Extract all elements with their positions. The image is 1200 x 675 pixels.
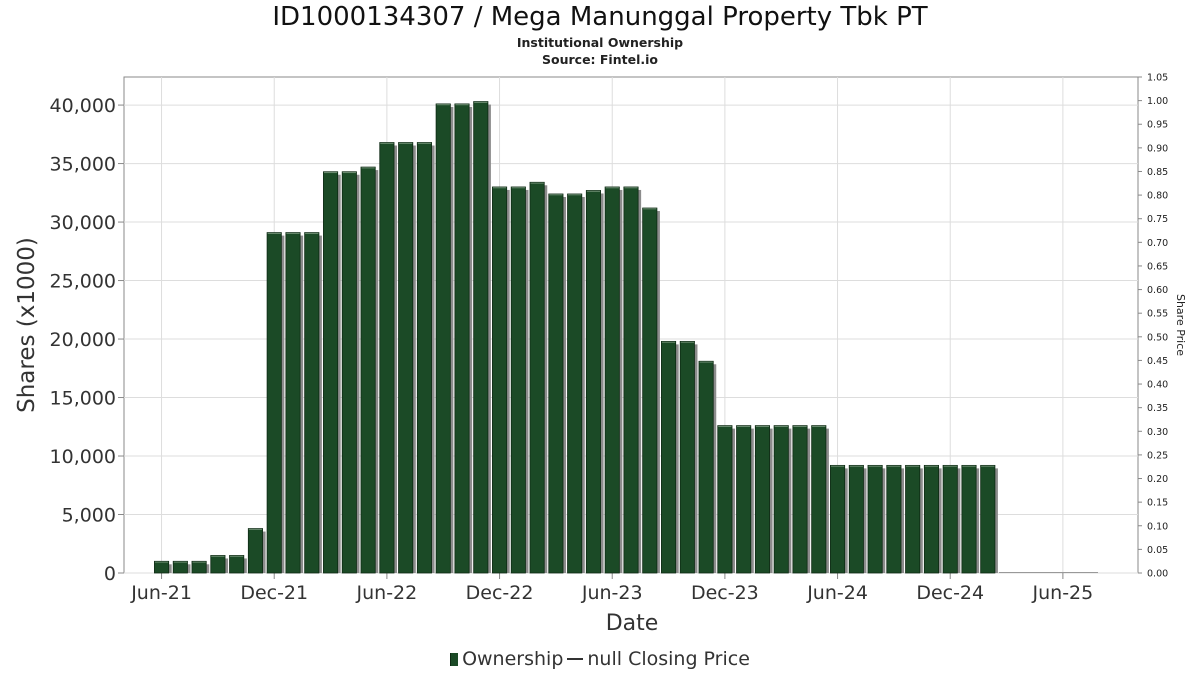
- ownership-bar: [548, 193, 564, 574]
- ownership-bar: [585, 190, 601, 574]
- ownership-chart: 0 5,000 10,000 15,000 20,000 25,000 30,000 35,0…: [14, 73, 1187, 637]
- y2-tick-label: 0.60: [1147, 285, 1168, 296]
- ownership-bar: [867, 464, 883, 574]
- ownership-bar: [661, 340, 677, 574]
- ownership-bar: [510, 186, 526, 574]
- y2-tick-label: 0.00: [1147, 569, 1168, 580]
- y2-tick-label: 0.15: [1147, 498, 1168, 509]
- price-legend-label: null Closing Price: [587, 648, 750, 670]
- y2-tick-label: 0.80: [1147, 191, 1168, 202]
- y2-axis-title: Share Price: [1174, 294, 1187, 356]
- ownership-bar: [623, 186, 639, 574]
- ownership-bar: [905, 464, 921, 574]
- x-tick-label: Dec-23: [691, 582, 759, 604]
- y2-tick-label: 0.65: [1147, 261, 1168, 272]
- ownership-bar: [360, 166, 376, 574]
- ownership-bar: [980, 464, 996, 574]
- ownership-legend-label: Ownership: [462, 648, 564, 670]
- x-tick-label: Dec-24: [916, 582, 984, 604]
- x-tick-label: Dec-21: [240, 582, 308, 604]
- y2-tick-label: 0.20: [1147, 474, 1168, 485]
- ownership-bar: [886, 464, 902, 574]
- y-tick-label: 10,000: [50, 446, 116, 468]
- ownership-bar: [435, 103, 451, 574]
- ownership-bar: [285, 232, 301, 574]
- ownership-bar: [942, 464, 958, 574]
- chart-source: Source: Fintel.io: [542, 52, 658, 67]
- y-tick-label: 20,000: [50, 329, 116, 351]
- y2-tick-label: 0.05: [1147, 545, 1168, 556]
- ownership-bar: [454, 103, 470, 574]
- ownership-bar: [304, 232, 320, 574]
- ownership-bar: [567, 193, 583, 574]
- x-tick-label: Jun-22: [356, 582, 418, 604]
- ownership-bar: [398, 142, 414, 574]
- ownership-bar: [247, 528, 263, 574]
- ownership-bar: [698, 360, 714, 574]
- x-tick-label: Jun-24: [806, 582, 868, 604]
- y-tick-label: 40,000: [50, 95, 116, 117]
- ownership-bar: [379, 142, 395, 574]
- y2-tick-label: 1.00: [1147, 96, 1168, 107]
- y2-tick-label: 0.85: [1147, 167, 1168, 178]
- ownership-bar: [754, 425, 770, 574]
- ownership-bar: [210, 555, 226, 574]
- y2-tick-label: 0.10: [1147, 521, 1168, 532]
- ownership-bar: [191, 560, 207, 574]
- y2-tick-label: 0.35: [1147, 403, 1168, 414]
- y-tick-label: 30,000: [50, 212, 116, 234]
- chart-title: ID1000134307 / Mega Manunggal Property T…: [272, 2, 928, 32]
- y-tick-label: 15,000: [50, 388, 116, 410]
- y2-tick-label: 0.45: [1147, 356, 1168, 367]
- y2-tick-label: 1.05: [1147, 73, 1168, 84]
- chart-subtitle: Institutional Ownership: [516, 35, 684, 50]
- ownership-bar: [830, 464, 846, 574]
- ownership-bar: [604, 186, 620, 574]
- y-axis-title: Shares (x1000): [14, 237, 40, 413]
- y2-tick-label: 0.70: [1147, 238, 1168, 249]
- y2-tick-label: 0.25: [1147, 450, 1168, 461]
- ownership-bar: [811, 425, 827, 574]
- ownership-bar: [341, 171, 357, 574]
- ownership-bar: [717, 425, 733, 574]
- ownership-bar: [736, 425, 752, 574]
- y2-tick-label: 0.90: [1147, 143, 1168, 154]
- ownership-bar: [492, 186, 508, 574]
- x-tick-label: Dec-22: [466, 582, 534, 604]
- x-tick-label: Jun-21: [130, 582, 192, 604]
- y-tick-label: 0: [104, 563, 116, 585]
- ownership-bar: [323, 171, 339, 574]
- ownership-bar: [679, 340, 695, 574]
- y-tick-label: 5,000: [62, 505, 116, 527]
- x-tick-label: Jun-25: [1032, 582, 1094, 604]
- ownership-bar: [229, 555, 245, 574]
- ownership-bar: [416, 142, 432, 574]
- ownership-bar: [529, 181, 545, 574]
- ownership-bar: [473, 101, 489, 574]
- ownership-bar: [773, 425, 789, 574]
- y2-tick-label: 0.50: [1147, 332, 1168, 343]
- ownership-bar: [642, 207, 658, 574]
- ownership-bar: [266, 232, 282, 574]
- x-tick-label: Jun-23: [581, 582, 643, 604]
- y2-tick-label: 0.40: [1147, 380, 1168, 391]
- y2-tick-label: 0.55: [1147, 309, 1168, 320]
- ownership-bar: [792, 425, 808, 574]
- ownership-bar: [154, 560, 170, 574]
- ownership-bar: [172, 560, 188, 574]
- x-axis-title: Date: [606, 611, 659, 636]
- ownership-bar: [848, 464, 864, 574]
- chart-legend: Ownership null Closing Price: [0, 648, 1200, 670]
- y-tick-label: 25,000: [50, 271, 116, 293]
- ownership-bar: [961, 464, 977, 574]
- y2-tick-label: 0.95: [1147, 120, 1168, 131]
- price-legend-line: [567, 658, 584, 660]
- ownership-legend-swatch: [450, 653, 459, 666]
- y2-tick-label: 0.30: [1147, 427, 1168, 438]
- y2-tick-label: 0.75: [1147, 214, 1168, 225]
- ownership-bar: [923, 464, 939, 574]
- y-tick-label: 35,000: [50, 154, 116, 176]
